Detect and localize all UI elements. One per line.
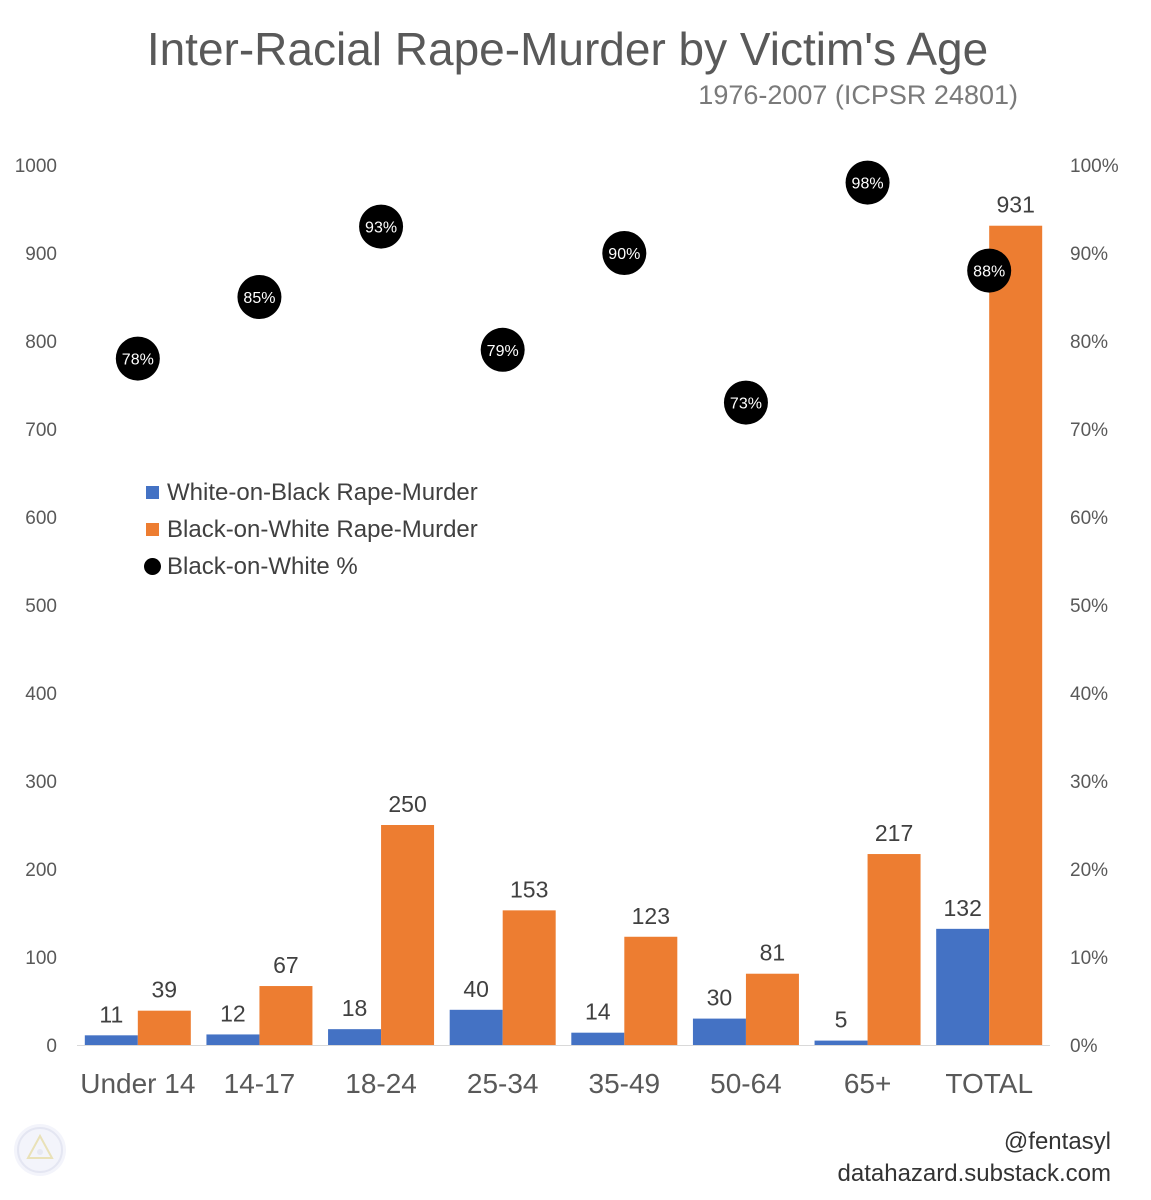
bar-black-on-white [381, 825, 435, 1045]
y-tick-label: 200 [25, 860, 57, 881]
legend-dot-black [144, 558, 161, 575]
legend-swatch-blue [146, 486, 159, 499]
percent-dot [723, 380, 768, 425]
legend-item-white-on-black: White-on-Black Rape-Murder [146, 479, 478, 507]
percent-dot [845, 160, 890, 205]
data-label: 217 [875, 820, 913, 846]
data-label: 11 [99, 1001, 123, 1027]
percent-dot [359, 204, 404, 249]
percent-label: 85% [243, 290, 275, 307]
percent-label: 79% [487, 343, 519, 360]
chart-title: Inter-Racial Rape-Murder by Victim's Age [146, 23, 989, 75]
percent-label: 88% [973, 264, 1005, 281]
legend-label-black-on-white: Black-on-White Rape-Murder [167, 516, 478, 543]
x-tick-label: TOTAL [945, 1068, 1033, 1099]
percent-label: 90% [608, 246, 640, 263]
data-label: 40 [463, 976, 489, 1002]
bar-black-on-white [989, 225, 1043, 1046]
credit-site: datahazard.substack.com [837, 1160, 1111, 1187]
y2-tick-label: 50% [1070, 596, 1108, 617]
bar-black-on-white [745, 973, 799, 1045]
percent-label: 73% [730, 396, 762, 413]
legend-item-black-on-white: Black-on-White Rape-Murder [146, 516, 478, 544]
data-label: 931 [997, 192, 1035, 218]
y-tick-label: 100 [25, 948, 57, 969]
legend-item-percent: Black-on-White % [144, 553, 358, 581]
data-label: 39 [152, 977, 178, 1003]
x-tick-label: 50-64 [710, 1068, 782, 1099]
y2-tick-label: 30% [1070, 772, 1108, 793]
x-tick-label: 14-17 [224, 1068, 296, 1099]
percent-dot [237, 275, 282, 319]
bar-black-on-white [867, 854, 921, 1045]
legend-swatch-orange [146, 523, 159, 536]
logo-icon [14, 1124, 66, 1176]
data-label: 250 [388, 791, 426, 817]
y-tick-label: 400 [25, 684, 57, 705]
bar-white-on-black [84, 1035, 138, 1045]
x-tick-label: 25-34 [467, 1068, 539, 1099]
y2-tick-label: 90% [1070, 244, 1108, 265]
percent-label: 78% [122, 352, 154, 369]
y2-tick-label: 60% [1070, 508, 1108, 529]
bar-white-on-black [814, 1040, 868, 1045]
percent-dot [480, 327, 525, 372]
bar-black-on-white [624, 936, 678, 1045]
y-tick-label: 700 [25, 420, 57, 441]
x-tick-label: 65+ [844, 1068, 892, 1099]
y-tick-label: 900 [25, 244, 57, 265]
data-label: 30 [707, 985, 733, 1011]
y2-tick-label: 40% [1070, 684, 1108, 705]
y2-tick-label: 0% [1070, 1036, 1098, 1057]
data-label: 153 [510, 876, 548, 902]
bar-white-on-black [571, 1032, 625, 1045]
percent-label: 93% [365, 220, 397, 237]
x-tick-label: 18-24 [345, 1068, 417, 1099]
bar-white-on-black [328, 1029, 382, 1045]
bar-black-on-white [502, 910, 556, 1045]
percent-dot [967, 248, 1012, 293]
y2-tick-label: 100% [1070, 156, 1119, 177]
percent-dot [602, 231, 647, 275]
legend-label-percent: Black-on-White % [167, 553, 358, 580]
y2-tick-label: 70% [1070, 420, 1108, 441]
percent-label: 98% [852, 176, 884, 193]
bar-black-on-white [137, 1010, 191, 1045]
data-label: 14 [585, 999, 611, 1025]
y-tick-label: 500 [25, 596, 57, 617]
y2-tick-label: 20% [1070, 860, 1108, 881]
y2-tick-label: 80% [1070, 332, 1108, 353]
data-label: 81 [760, 940, 786, 966]
percent-dot [115, 336, 160, 381]
bar-white-on-black [449, 1009, 503, 1045]
data-label: 123 [632, 903, 670, 929]
legend-label-white-on-black: White-on-Black Rape-Murder [167, 479, 478, 506]
x-tick-label: Under 14 [80, 1068, 195, 1099]
data-label: 67 [273, 952, 299, 978]
data-label: 18 [342, 995, 368, 1021]
y-tick-label: 600 [25, 508, 57, 529]
data-label: 5 [835, 1007, 848, 1033]
bar-white-on-black [936, 928, 990, 1045]
y-tick-label: 800 [25, 332, 57, 353]
bar-white-on-black [206, 1034, 260, 1045]
y2-tick-label: 10% [1070, 948, 1108, 969]
data-label: 12 [220, 1000, 246, 1026]
y-tick-label: 1000 [15, 156, 57, 177]
y-tick-label: 300 [25, 772, 57, 793]
x-tick-label: 35-49 [589, 1068, 661, 1099]
bar-white-on-black [692, 1018, 746, 1045]
credit-handle: @fentasyl [1003, 1128, 1111, 1155]
data-label: 132 [944, 895, 982, 921]
bar-black-on-white [259, 986, 313, 1045]
y-tick-label: 0 [46, 1036, 57, 1057]
chart-subtitle: 1976-2007 (ICPSR 24801) [698, 80, 1018, 110]
